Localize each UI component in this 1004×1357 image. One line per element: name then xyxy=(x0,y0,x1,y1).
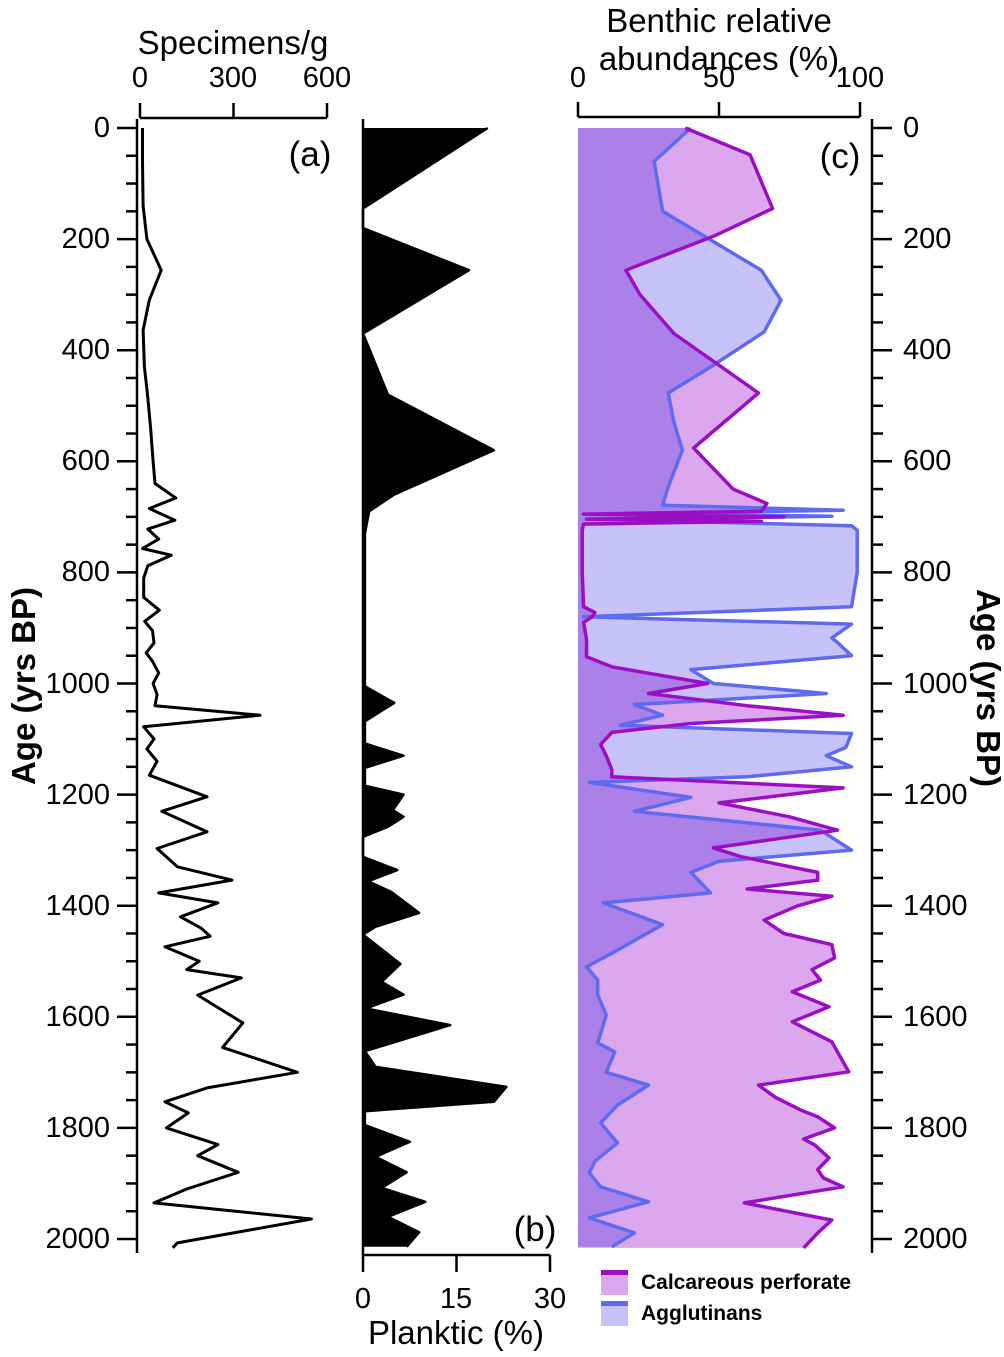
calcareous-area xyxy=(578,128,849,1248)
age-label-left-1200: 1200 xyxy=(45,778,110,811)
calcareous-swatch xyxy=(601,1270,628,1295)
calcareous-line xyxy=(580,126,851,1250)
benthic-tick-100: 100 xyxy=(835,62,885,94)
age-label-right-0: 0 xyxy=(903,112,920,144)
planktic-tick-0: 0 xyxy=(354,1283,372,1315)
panel-b-label: (b) xyxy=(513,1210,557,1249)
age-label-left-1800: 1800 xyxy=(45,1111,110,1144)
age-label-right-800: 800 xyxy=(903,556,952,589)
benthic-tick-0: 0 xyxy=(569,62,587,94)
planktic-axis-title: Planktic (%) xyxy=(367,1314,545,1351)
age-label-left-200: 200 xyxy=(61,223,110,256)
age-label-left-600: 600 xyxy=(61,445,110,478)
planktic-tick-30: 30 xyxy=(533,1283,567,1315)
age-label-right-1600: 1600 xyxy=(903,1000,968,1033)
age-label-right-1400: 1400 xyxy=(903,889,968,922)
age-label-right-2000: 2000 xyxy=(903,1223,968,1255)
specimens-tick-600: 600 xyxy=(302,62,352,94)
age-label-right-1800: 1800 xyxy=(903,1111,968,1144)
agglutinans-legend-label: Agglutinans xyxy=(641,1301,763,1325)
age-label-left-1000: 1000 xyxy=(45,667,110,700)
age-label-left-800: 800 xyxy=(61,556,110,589)
specimens-tick-300: 300 xyxy=(208,62,258,94)
planktic-area xyxy=(363,128,507,1247)
benthic-axis-title-line2: abundances (%) xyxy=(598,40,840,77)
age-label-right-400: 400 xyxy=(903,334,952,367)
age-label-right-1200: 1200 xyxy=(903,778,968,811)
benthic-axis-title-line1: Benthic relative xyxy=(606,2,832,39)
agglutinans-line xyxy=(581,126,859,1249)
legend-item-calcareous: Calcareous perforate xyxy=(601,1270,851,1295)
benthic-tick-50: 50 xyxy=(702,62,736,94)
age-label-left-400: 400 xyxy=(61,334,110,367)
planktic-tick-15: 15 xyxy=(439,1283,473,1315)
age-label-right-200: 200 xyxy=(903,223,952,256)
age-label-right-600: 600 xyxy=(903,445,952,478)
specimens-line xyxy=(141,128,313,1249)
planktic-outline xyxy=(361,126,508,1248)
age-label-right-1000: 1000 xyxy=(903,667,968,700)
agglutinans-swatch xyxy=(601,1301,628,1326)
age-label-left-1600: 1600 xyxy=(45,1000,110,1033)
age-label-left-1400: 1400 xyxy=(45,889,110,922)
panel-c-label: (c) xyxy=(819,137,861,176)
age-label-left-0: 0 xyxy=(93,112,110,144)
calcareous-legend-label: Calcareous perforate xyxy=(641,1270,852,1294)
age-label-left-2000: 2000 xyxy=(45,1223,110,1255)
specimens-tick-0: 0 xyxy=(131,62,149,94)
specimens-axis-title: Specimens/g xyxy=(137,24,329,61)
panel-a-label: (a) xyxy=(288,135,332,174)
legend-item-agglutinans: Agglutinans xyxy=(601,1301,762,1326)
